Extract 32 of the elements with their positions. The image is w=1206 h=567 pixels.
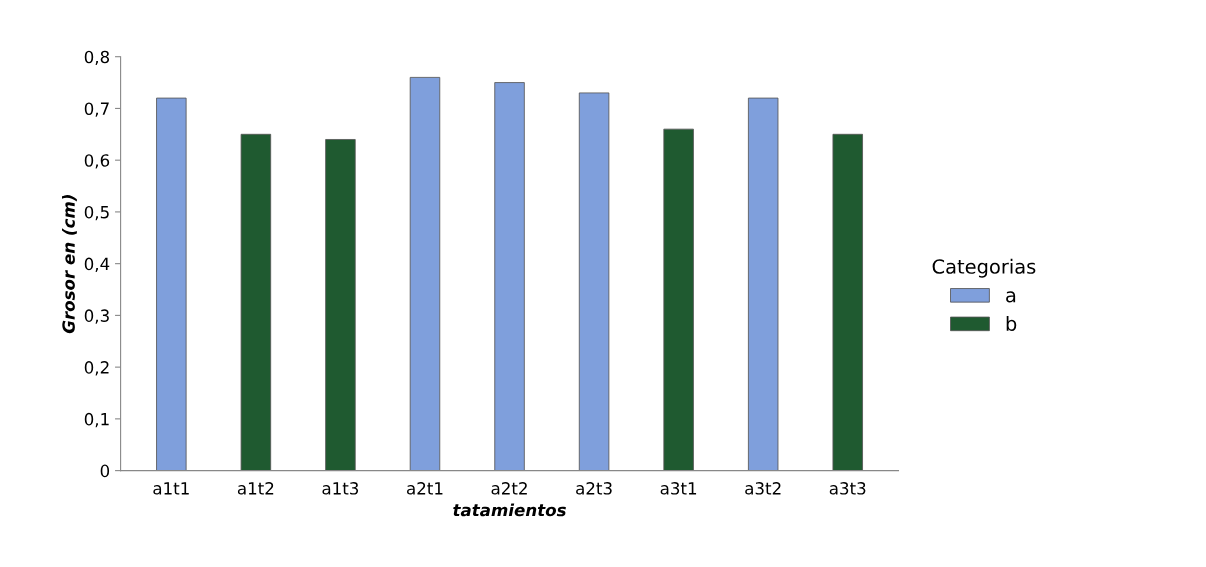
y-tick-label: 0,2 xyxy=(84,361,109,376)
y-tick-label: 0 xyxy=(100,464,110,478)
bar xyxy=(325,139,356,471)
bar xyxy=(240,133,272,471)
legend-label: a xyxy=(1006,291,1016,303)
x-tick-label: a3t1 xyxy=(660,482,697,495)
y-tick-label: 0,7 xyxy=(84,102,109,117)
legend-label: b xyxy=(1006,315,1017,331)
legend-title: Categorias xyxy=(932,258,1036,278)
y-axis-title: Grosor en (cm) xyxy=(62,195,77,334)
x-tick-label: a1t2 xyxy=(237,482,274,495)
bar xyxy=(409,76,441,471)
y-tick-label: 0,5 xyxy=(84,205,109,221)
x-tick-label: a3t2 xyxy=(745,482,781,495)
y-tick-label: 0,3 xyxy=(84,309,109,324)
x-tick-label: a2t2 xyxy=(491,482,527,495)
x-tick-label: a2t3 xyxy=(576,482,612,495)
bar xyxy=(578,92,610,471)
y-tick-label: 0,1 xyxy=(84,412,109,428)
x-tick-label: a3t3 xyxy=(829,482,866,495)
bar xyxy=(747,97,779,471)
bar xyxy=(663,128,694,471)
bar xyxy=(832,133,863,471)
x-tick-label: a2t1 xyxy=(407,482,443,495)
y-tick-label: 0,6 xyxy=(84,154,110,169)
y-tick-label: 0,4 xyxy=(84,257,110,272)
y-tick-label: 0,8 xyxy=(84,50,110,65)
bar xyxy=(494,82,525,471)
bar xyxy=(156,97,187,471)
x-tick-label: a1t1 xyxy=(153,482,189,495)
x-tick-label: a1t3 xyxy=(322,482,359,495)
x-axis-title: tatamientos xyxy=(453,503,566,517)
